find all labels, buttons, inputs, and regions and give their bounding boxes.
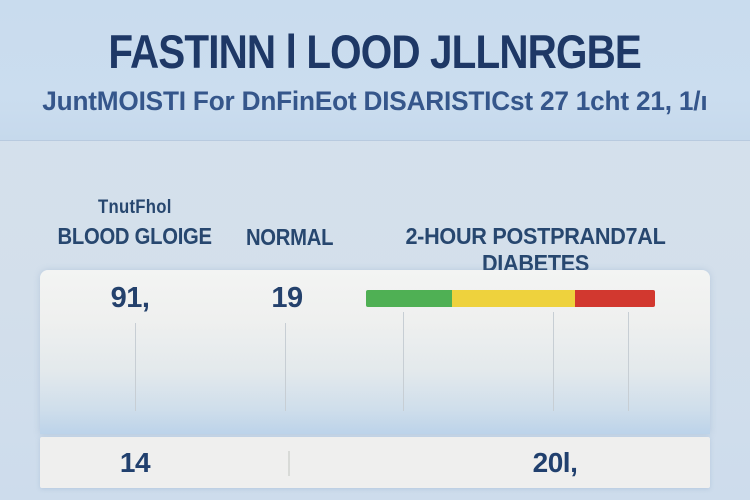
- summary-left-value: 14: [119, 447, 151, 478]
- range-segment-elevated-yellow: [452, 290, 575, 307]
- range-segment-normal-green: [366, 290, 452, 307]
- values-panel: 91, 19: [40, 270, 710, 434]
- gridline: [403, 312, 404, 411]
- column-header-postprandial-diabetes: 2-HOUR POSTPRAND7AL DIABETES: [358, 223, 713, 277]
- range-segment-diabetes-red: [575, 290, 655, 307]
- header-band: FASTINN l LOOD JLLNRGBE JuntMOISTI For D…: [0, 0, 750, 141]
- gridline: [135, 323, 136, 411]
- summary-divider: [288, 451, 290, 476]
- column-header-fasting-blood-glucose: TnutFhol BLOOD GLOIGE: [30, 197, 240, 250]
- gridline: [628, 312, 629, 411]
- summary-row: 14 20l,: [40, 437, 710, 488]
- column-header-main-line: BLOOD GLOIGE: [57, 223, 213, 249]
- column-header-postprandial-label: 2-HOUR POSTPRAND7AL DIABETES: [405, 223, 666, 276]
- column-header-normal: NORMAL: [230, 224, 350, 251]
- summary-right-value: 20l,: [532, 447, 578, 478]
- gridline: [553, 312, 554, 411]
- glucose-range-bar: [366, 290, 655, 307]
- fasting-value: 91,: [110, 282, 150, 314]
- column-header-top-line: TnutFhol: [98, 197, 172, 218]
- gridline: [285, 323, 286, 411]
- page-subtitle-text: JuntMOISTI For DnFinEot DISARISTICst 27 …: [42, 86, 708, 116]
- normal-value: 19: [271, 282, 303, 314]
- page-title-text: FASTINN l LOOD JLLNRGBE: [108, 25, 643, 78]
- page-title: FASTINN l LOOD JLLNRGBE: [0, 24, 750, 79]
- column-header-normal-label: NORMAL: [246, 224, 334, 250]
- page-subtitle: JuntMOISTI For DnFinEot DISARISTICst 27 …: [0, 86, 750, 117]
